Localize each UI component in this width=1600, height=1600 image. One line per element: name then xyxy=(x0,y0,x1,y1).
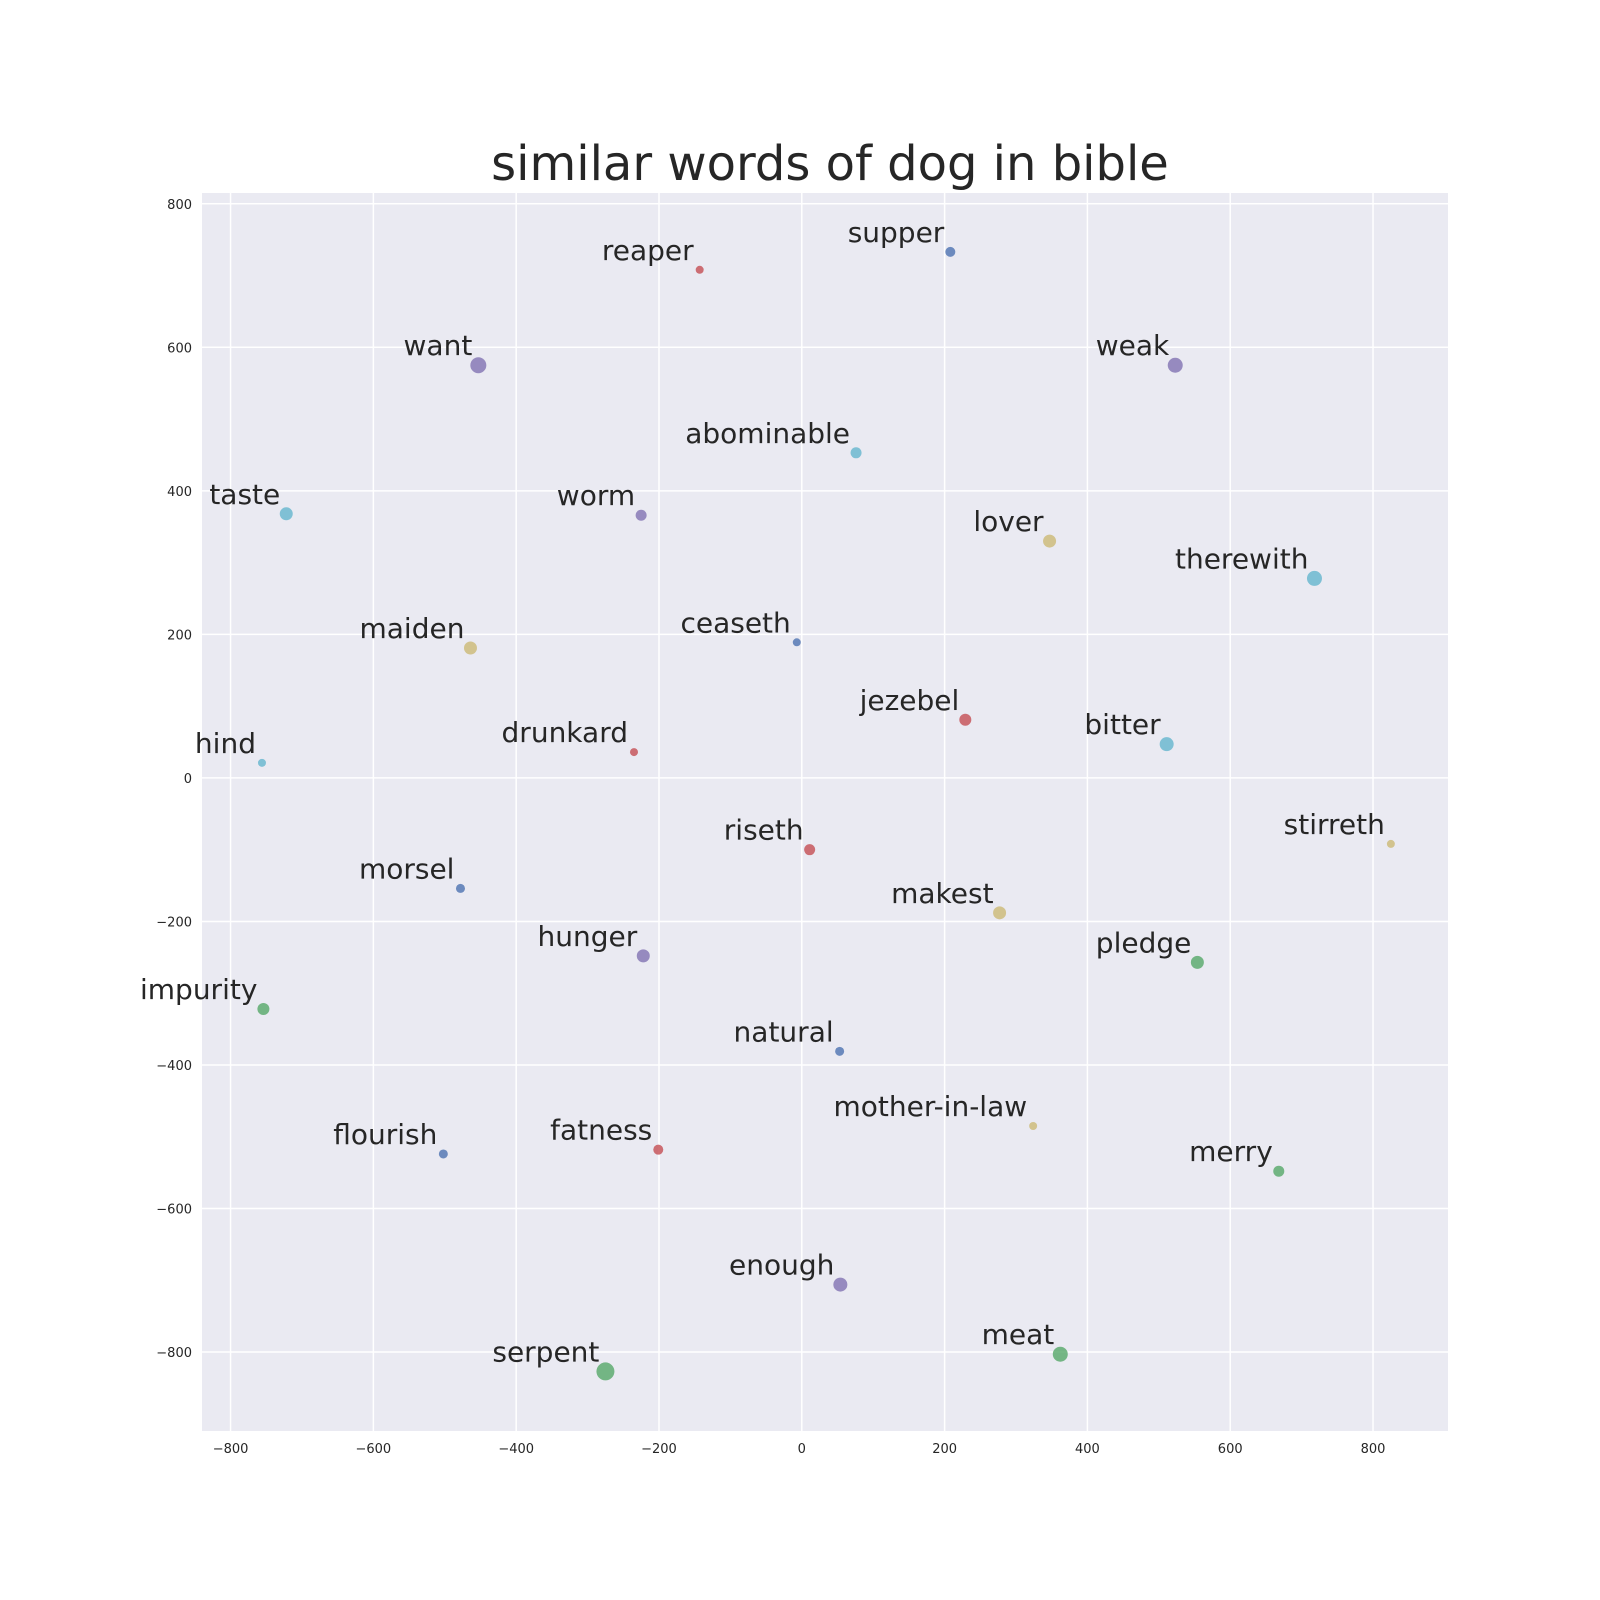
y-tick-label: −400 xyxy=(156,1059,192,1074)
x-tick-label: 600 xyxy=(1218,1442,1243,1457)
point-flourish xyxy=(438,1149,448,1159)
word-label-riseth: riseth xyxy=(724,814,804,847)
x-tick-label: 0 xyxy=(798,1442,806,1457)
point-supper xyxy=(945,246,956,257)
word-label-taste: taste xyxy=(209,478,280,511)
point-worm xyxy=(635,509,647,521)
y-tick-label: 600 xyxy=(167,341,192,356)
point-serpent xyxy=(596,1362,615,1381)
x-tick-label: −200 xyxy=(641,1442,677,1457)
word-label-fatness: fatness xyxy=(550,1114,652,1147)
word-labels: supper reaper want weak abominable taste worm l… xyxy=(140,216,1385,1369)
point-fatness xyxy=(653,1144,664,1155)
word-label-bitter: bitter xyxy=(1084,708,1161,741)
point-riseth xyxy=(804,844,816,856)
word-label-maiden: maiden xyxy=(360,612,465,645)
point-merry xyxy=(1273,1165,1285,1177)
point-bitter xyxy=(1159,737,1174,752)
word-label-stirreth: stirreth xyxy=(1284,808,1385,841)
point-mother-in-law xyxy=(1029,1121,1038,1130)
y-tick-label: 200 xyxy=(167,628,192,643)
point-weak xyxy=(1167,357,1183,373)
y-tick-label: 400 xyxy=(167,485,192,500)
y-tick-label: 0 xyxy=(184,772,192,787)
data-points xyxy=(257,246,1395,1381)
word-label-serpent: serpent xyxy=(492,1335,599,1368)
y-tick-label: −600 xyxy=(156,1203,192,1218)
word-label-lover: lover xyxy=(973,505,1044,538)
word-label-worm: worm xyxy=(557,479,635,512)
point-makest xyxy=(993,906,1007,920)
point-want xyxy=(470,357,487,374)
word-label-mother-in-law: mother-in-law xyxy=(833,1090,1027,1123)
point-hunger xyxy=(636,949,650,963)
x-tick-label: 800 xyxy=(1361,1442,1386,1457)
word-label-hind: hind xyxy=(195,727,256,760)
word-label-pledge: pledge xyxy=(1096,926,1192,959)
word-label-reaper: reaper xyxy=(602,234,694,267)
word-label-jezebel: jezebel xyxy=(859,684,960,717)
point-hind xyxy=(257,758,266,767)
word-label-want: want xyxy=(404,329,473,362)
point-abominable xyxy=(850,447,862,459)
point-morsel xyxy=(455,883,465,893)
y-axis-ticks: 800 600 400 200 0 −200 −400 −600 −800 xyxy=(156,198,192,1361)
x-tick-label: 400 xyxy=(1075,1442,1100,1457)
word-label-hunger: hunger xyxy=(538,920,638,953)
point-reaper xyxy=(695,265,704,274)
word-label-impurity: impurity xyxy=(140,973,257,1006)
word-label-drunkard: drunkard xyxy=(502,716,628,749)
chart-title: similar words of dog in bible xyxy=(491,136,1169,192)
x-axis-ticks: −800 −600 −400 −200 0 200 400 600 800 xyxy=(213,1442,1386,1457)
word-label-enough: enough xyxy=(729,1249,834,1282)
point-therewith xyxy=(1306,570,1322,586)
point-maiden xyxy=(463,641,477,655)
word-label-natural: natural xyxy=(734,1015,834,1048)
x-tick-label: −400 xyxy=(498,1442,534,1457)
word-label-morsel: morsel xyxy=(359,852,455,885)
x-tick-label: 200 xyxy=(932,1442,957,1457)
word-label-weak: weak xyxy=(1096,329,1170,362)
word-label-meat: meat xyxy=(982,1318,1055,1351)
word-label-flourish: flourish xyxy=(333,1118,437,1151)
point-taste xyxy=(279,507,293,521)
y-tick-label: −800 xyxy=(156,1346,192,1361)
y-tick-label: 800 xyxy=(167,198,192,213)
x-tick-label: −600 xyxy=(356,1442,392,1457)
point-drunkard xyxy=(629,748,638,757)
point-impurity xyxy=(257,1003,270,1016)
point-jezebel xyxy=(959,713,972,726)
word-label-makest: makest xyxy=(891,877,993,910)
y-tick-label: −200 xyxy=(156,915,192,930)
word-label-ceaseth: ceaseth xyxy=(680,606,790,639)
grid-lines xyxy=(202,193,1448,1431)
point-pledge xyxy=(1190,955,1204,969)
point-natural xyxy=(835,1046,845,1056)
plot-area xyxy=(202,193,1448,1431)
point-meat xyxy=(1052,1346,1068,1362)
word-label-merry: merry xyxy=(1189,1135,1273,1168)
point-ceaseth xyxy=(792,638,801,647)
word-label-therewith: therewith xyxy=(1175,542,1308,575)
point-enough xyxy=(833,1277,848,1292)
point-lover xyxy=(1043,534,1057,548)
word-label-abominable: abominable xyxy=(685,417,850,450)
point-stirreth xyxy=(1386,839,1395,848)
x-tick-label: −800 xyxy=(213,1442,249,1457)
word-label-supper: supper xyxy=(848,216,945,249)
